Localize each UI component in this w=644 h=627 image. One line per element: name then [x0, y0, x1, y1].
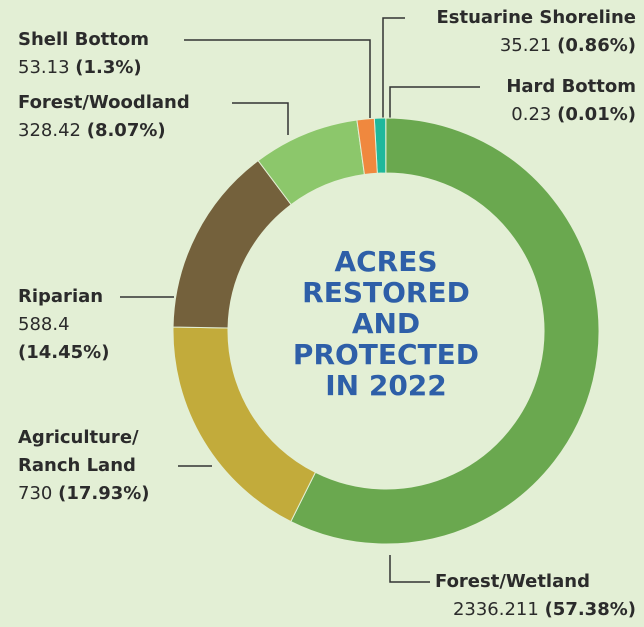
percent-label: (57.38%)	[544, 599, 636, 620]
label: Forest/Woodland 328.42 (8.07%)	[18, 89, 190, 145]
value-line: 2336.211 (57.38%)	[426, 596, 636, 624]
label: Forest/Wetland 2336.211 (57.38%)	[426, 568, 636, 624]
value-label: 588.4	[18, 314, 70, 335]
slice	[172, 159, 292, 329]
slice	[290, 117, 600, 545]
label: Hard Bottom 0.23 (0.01%)	[506, 73, 636, 129]
value-line: 35.21 (0.86%)	[436, 32, 636, 60]
leader	[382, 17, 405, 118]
label: Estuarine Shoreline 35.21 (0.86%)	[436, 4, 636, 60]
value-label: 0.23	[511, 104, 552, 125]
category-label: Agriculture/ Ranch Land	[18, 427, 139, 476]
percent-label: (1.3%)	[75, 57, 142, 78]
value-line: 53.13 (1.3%)	[18, 54, 149, 82]
slice	[356, 117, 378, 176]
leader	[389, 86, 480, 118]
leader	[232, 102, 289, 135]
percent-label: (8.07%)	[86, 120, 166, 141]
leader	[184, 39, 371, 118]
category-label: Riparian	[18, 286, 104, 307]
percent-label: (0.01%)	[557, 104, 636, 125]
value-line: 0.23 (0.01%)	[506, 101, 636, 129]
value-line: 588.4 (14.45%)	[18, 311, 109, 367]
title-line: PROTECTED	[292, 338, 480, 371]
title-line: RESTORED	[302, 276, 470, 309]
category-label: Forest/Wetland	[435, 571, 590, 592]
leader	[389, 555, 430, 583]
category-label: Shell Bottom	[18, 29, 150, 50]
value-label: 328.42	[18, 120, 81, 141]
value-label: 730	[18, 483, 53, 504]
value-label: 2336.211	[452, 599, 539, 620]
label: Shell Bottom 53.13 (1.3%)	[18, 26, 149, 82]
label: Agriculture/ Ranch Land 730 (17.93%)	[18, 424, 178, 508]
title-line: ACRES	[334, 245, 438, 278]
title-line: AND	[351, 307, 421, 340]
category-label: Forest/Woodland	[18, 92, 190, 113]
percent-label: (17.93%)	[58, 483, 150, 504]
value-line: 730 (17.93%)	[18, 480, 178, 508]
title-line: IN 2022	[325, 369, 447, 402]
value-label: 35.21	[499, 35, 552, 56]
chart-title: ACRES RESTORED AND PROTECTED IN 2022	[286, 246, 486, 401]
category-label: Estuarine Shoreline	[436, 7, 636, 28]
category-label: Hard Bottom	[506, 76, 636, 97]
value-label: 53.13	[18, 57, 70, 78]
percent-label: (0.86%)	[557, 35, 636, 56]
label: Riparian 588.4 (14.45%)	[18, 283, 109, 367]
percent-label: (14.45%)	[18, 342, 110, 363]
value-line: 328.42 (8.07%)	[18, 117, 190, 145]
